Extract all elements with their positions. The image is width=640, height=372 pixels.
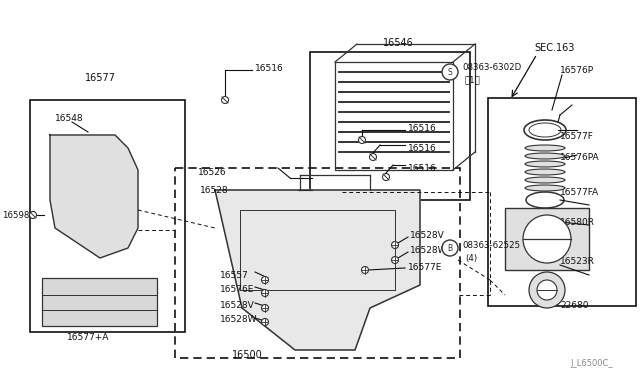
Text: 08363-6302D: 08363-6302D <box>462 62 521 71</box>
Ellipse shape <box>525 145 565 151</box>
Bar <box>42 278 157 326</box>
Text: 16528: 16528 <box>200 186 228 195</box>
Circle shape <box>537 280 557 300</box>
Text: 16528V: 16528V <box>220 301 255 311</box>
Text: J_L6500C_: J_L6500C_ <box>570 359 612 368</box>
Circle shape <box>369 154 376 160</box>
Ellipse shape <box>525 177 565 183</box>
Circle shape <box>262 305 269 311</box>
Text: 16528V: 16528V <box>410 231 445 240</box>
Text: SEC.163: SEC.163 <box>534 43 574 53</box>
Text: 16516: 16516 <box>408 144 436 153</box>
Ellipse shape <box>525 153 565 159</box>
Text: 16516: 16516 <box>408 124 436 132</box>
Circle shape <box>392 241 399 248</box>
Circle shape <box>442 240 458 256</box>
Text: 16577+A: 16577+A <box>67 334 109 343</box>
Text: 16528W: 16528W <box>220 315 257 324</box>
Bar <box>30 100 185 332</box>
Bar <box>488 98 636 306</box>
Circle shape <box>221 96 228 103</box>
Circle shape <box>262 289 269 296</box>
Polygon shape <box>50 135 138 258</box>
Circle shape <box>362 266 369 273</box>
Circle shape <box>529 272 565 308</box>
Circle shape <box>262 276 269 283</box>
Text: 16577FA: 16577FA <box>560 187 599 196</box>
Ellipse shape <box>525 161 565 167</box>
Circle shape <box>262 318 269 326</box>
Text: 16576E: 16576E <box>220 285 254 295</box>
Polygon shape <box>215 190 420 350</box>
Text: 16500: 16500 <box>232 350 263 360</box>
Text: 16523R: 16523R <box>560 257 595 266</box>
Text: 16576PA: 16576PA <box>560 153 600 161</box>
Text: 16580R: 16580R <box>560 218 595 227</box>
Text: 16516: 16516 <box>255 64 284 73</box>
Text: （1）: （1） <box>465 76 481 84</box>
Text: 16546: 16546 <box>383 38 413 48</box>
Text: 16528W: 16528W <box>410 246 447 254</box>
Circle shape <box>358 137 365 144</box>
Circle shape <box>383 173 390 180</box>
Bar <box>175 168 460 358</box>
Text: 16548: 16548 <box>55 113 84 122</box>
Circle shape <box>442 64 458 80</box>
Text: B: B <box>447 244 452 253</box>
Text: 08363-62525: 08363-62525 <box>462 241 520 250</box>
Circle shape <box>29 212 36 218</box>
Text: 22680: 22680 <box>560 301 589 310</box>
Circle shape <box>523 215 571 263</box>
Text: 16598N: 16598N <box>2 211 36 219</box>
Circle shape <box>392 257 399 263</box>
Bar <box>505 208 589 270</box>
Text: (4): (4) <box>465 253 477 263</box>
Bar <box>310 52 470 200</box>
Text: 16577F: 16577F <box>560 131 594 141</box>
Text: 16577: 16577 <box>84 73 115 83</box>
Text: S: S <box>447 67 452 77</box>
Ellipse shape <box>525 185 565 191</box>
Text: 16516: 16516 <box>408 164 436 173</box>
Ellipse shape <box>525 169 565 175</box>
Text: 16576P: 16576P <box>560 65 594 74</box>
Text: 16526: 16526 <box>198 167 227 176</box>
Text: 16577E: 16577E <box>408 263 442 273</box>
Text: 16557: 16557 <box>220 270 249 279</box>
Bar <box>335 62 453 170</box>
